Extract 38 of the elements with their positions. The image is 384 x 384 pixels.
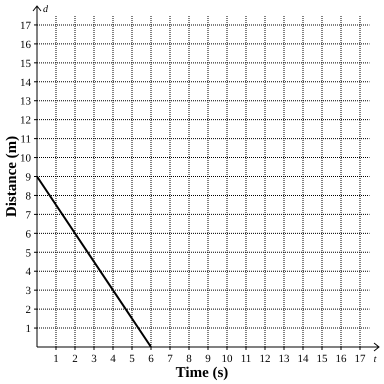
annotation: d [43,4,49,15]
x-tick-label: 11 [240,353,252,365]
x-tick-label: 7 [167,353,174,365]
x-tick-label: 6 [148,353,154,365]
y-tick-label: 2 [26,304,31,316]
y-tick-label: 11 [20,134,31,146]
y-tick-label: 17 [20,20,32,32]
x-tick-label: 2 [72,353,78,365]
x-axis-title: Time (s) [176,365,228,381]
x-tick-label: 12 [260,353,270,365]
y-tick-label: 14 [20,76,32,89]
x-tick-label: 1 [53,353,59,365]
y-tick-label: 8 [26,190,32,202]
y-tick-label: 13 [20,96,32,108]
x-tick-label: 4 [110,353,116,365]
x-tick-label: 8 [186,353,192,365]
x-tick-label: 5 [129,353,136,365]
x-tick-label: 9 [205,353,212,365]
y-tick-label: 4 [26,266,32,278]
y-tick-label: 3 [26,285,32,298]
y-tick-label: 5 [26,247,32,260]
y-tick-label: 10 [20,152,32,165]
x-tick-label: 16 [336,353,347,365]
x-tick-label: 10 [222,353,233,365]
text: t [374,354,377,365]
y-tick-label: 1 [26,323,31,336]
y-tick-label: 6 [26,228,32,240]
y-tick-label: 15 [20,58,32,70]
x-tick-label: 17 [354,353,366,365]
y-tick-label: 9 [26,172,32,184]
x-tick-label: 14 [298,353,309,365]
y-tick-label: 12 [20,114,31,127]
x-tick-label: 3 [91,353,98,365]
y-tick-label: 7 [26,209,32,222]
x-tick-label: 15 [316,353,328,365]
y-tick-label: 16 [20,38,32,51]
y-axis-title: Distance (m) [4,136,20,218]
x-tick-label: 13 [278,353,290,365]
